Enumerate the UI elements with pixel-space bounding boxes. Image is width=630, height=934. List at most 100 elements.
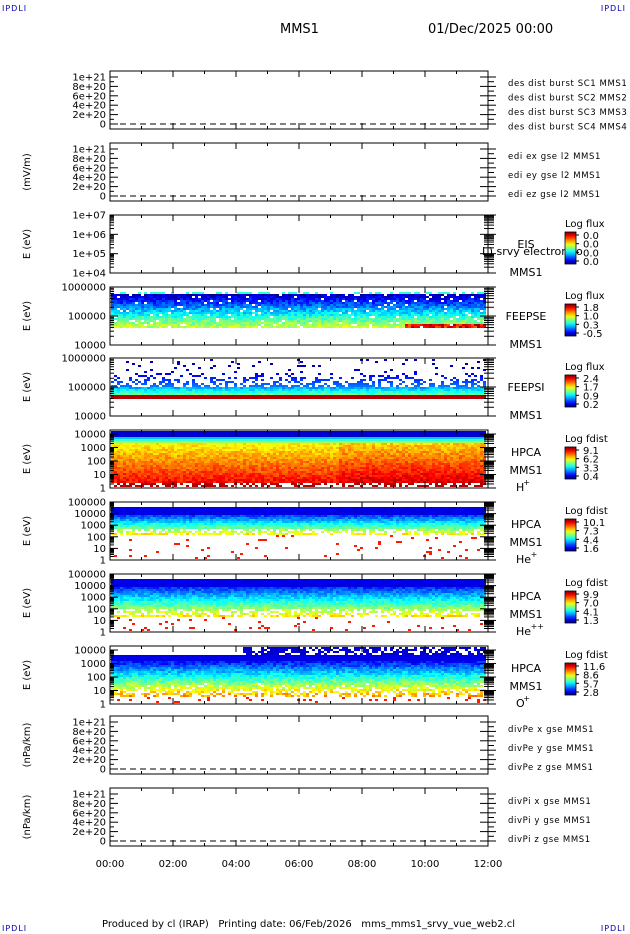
colorbar-title-feepse: Log flux <box>565 291 605 302</box>
y-tick-label-hpca_o: 100 <box>87 673 106 684</box>
colorbar-tick-label-hpca_h: 3.3 <box>583 463 599 474</box>
corner-label-top-left: IPDLI <box>2 4 28 13</box>
legend-entry-des: des dist burst SC2 MMS2 <box>508 94 627 104</box>
y-tick-label-hpca_o: 1 <box>100 700 106 711</box>
panel-frame-divpi <box>109 787 489 847</box>
y-tick-label-divpe: 0 <box>100 765 106 776</box>
y-tick-label-hpca_h: 10000 <box>74 430 106 441</box>
y-tick-label-divpe: 4e+20 <box>72 746 106 757</box>
species-charge-hpca_he: + <box>531 550 538 559</box>
species-label-hpca_hepp: He <box>516 625 531 638</box>
legend-entry-divpi: divPi x gse MMS1 <box>508 797 591 807</box>
y-tick-label-eis: 1e+07 <box>72 211 106 222</box>
y-tick-label-eis: 1e+06 <box>72 230 106 241</box>
y-axis-label-hpca_hepp: E (eV) <box>22 588 33 618</box>
colorbar-tick-label-hpca_h: 6.2 <box>583 455 599 466</box>
y-tick-label-hpca_hepp: 10 <box>93 616 106 627</box>
legend-entry-des: des dist burst SC1 MMS1 <box>508 79 627 89</box>
y-tick-label-divpi: 2e+20 <box>72 827 106 838</box>
legend-entry-des: des dist burst SC3 MMS3 <box>508 108 627 118</box>
colorbar-tick-label-hpca_o: 11.6 <box>583 662 605 673</box>
legend-entry-edi: edi ey gse l2 MMS1 <box>508 171 601 181</box>
colorbar-tick-label-hpca_hepp: 9.9 <box>583 590 599 601</box>
y-tick-label-hpca_he: 1000 <box>81 521 106 532</box>
colorbar-title-hpca_o: Log fdist <box>565 650 608 661</box>
y-axis-label-feepsi: E (eV) <box>22 372 33 402</box>
y-tick-label-feepse: 1000000 <box>61 283 106 294</box>
instrument-label-feepsi: FEEPSI <box>507 381 544 394</box>
spacecraft-label-feepsi: MMS1 <box>510 409 543 422</box>
y-tick-label-feepse: 10000 <box>74 341 106 352</box>
colorbar-tick-label-hpca_o: 2.8 <box>583 688 599 699</box>
colorbar-tick-label-hpca_hepp: 7.0 <box>583 599 599 610</box>
y-tick-label-divpi: 6e+20 <box>72 808 106 819</box>
colorbar-tick-label-hpca_hepp: 1.3 <box>583 616 599 627</box>
y-axis-label-hpca_o: E (eV) <box>22 660 33 690</box>
y-tick-label-des: 4e+20 <box>72 101 106 112</box>
colorbar-feepsi <box>564 374 577 408</box>
corner-label-bottom-right: IPDLI <box>600 924 626 933</box>
spacecraft-label-hpca_hepp: MMS1 <box>510 608 543 621</box>
instrument-label-hpca_o: HPCA <box>511 662 542 675</box>
colorbar-title-hpca_he: Log fdist <box>565 506 608 517</box>
y-tick-label-des: 2e+20 <box>72 110 106 121</box>
colorbar-title-feepsi: Log flux <box>565 362 605 373</box>
y-tick-label-eis: 1e+05 <box>72 249 106 260</box>
x-tick-label: 10:00 <box>411 859 440 870</box>
y-tick-label-des: 1e+21 <box>72 73 106 84</box>
y-axis-label-divpe: (nPa/km) <box>22 723 33 768</box>
panel-frame-des <box>109 70 489 130</box>
x-tick-label: 00:00 <box>96 859 125 870</box>
spectrogram-feepsi <box>111 359 486 399</box>
colorbar-tick-label-feepsi: 0.9 <box>583 391 599 402</box>
y-tick-label-divpe: 6e+20 <box>72 736 106 747</box>
colorbar-tick-label-hpca_h: 0.4 <box>583 472 599 483</box>
spectrogram-hpca_h <box>111 431 486 487</box>
y-tick-label-divpe: 1e+21 <box>72 718 106 729</box>
legend-entry-divpi: divPi y gse MMS1 <box>508 816 591 826</box>
corner-label-bottom-left: IPDLI <box>2 924 28 933</box>
colorbar-hpca_hepp <box>564 590 577 624</box>
colorbar-hpca_o <box>564 662 577 696</box>
y-tick-label-divpe: 8e+20 <box>72 727 106 738</box>
colorbar-title-hpca_hepp: Log fdist <box>565 578 608 589</box>
species-charge-hpca_h: + <box>523 478 530 487</box>
instrument-label-hpca_hepp: HPCA <box>511 590 542 603</box>
colorbar-tick-label-hpca_he: 1.6 <box>583 544 599 555</box>
y-axis-label-eis: E (eV) <box>22 229 33 259</box>
colorbar-tick-label-feepse: -0.5 <box>583 329 603 340</box>
y-tick-label-feepsi: 10000 <box>74 412 106 423</box>
y-tick-label-hpca_h: 100 <box>87 457 106 468</box>
colorbar-tick-label-feepsi: 2.4 <box>583 374 599 385</box>
spacecraft-label-hpca_he: MMS1 <box>510 536 543 549</box>
y-tick-label-edi: 4e+20 <box>72 173 106 184</box>
y-tick-label-hpca_he: 100 <box>87 532 106 543</box>
y-tick-label-hpca_hepp: 100000 <box>68 570 106 581</box>
y-tick-label-hpca_hepp: 1000 <box>81 593 106 604</box>
colorbar-tick-label-hpca_he: 4.4 <box>583 535 599 546</box>
legend-entry-divpe: divPe x gse MMS1 <box>508 725 594 735</box>
y-tick-label-hpca_h: 1 <box>100 484 106 495</box>
x-tick-label: 08:00 <box>348 859 377 870</box>
y-tick-label-hpca_hepp: 1 <box>100 628 106 639</box>
panel-frame-eis <box>109 214 489 274</box>
colorbar-eis <box>564 231 577 265</box>
y-tick-label-hpca_o: 1000 <box>81 659 106 670</box>
colorbar-title-eis: Log flux <box>565 219 605 230</box>
y-tick-label-edi: 2e+20 <box>72 182 106 193</box>
overlay-label-eis: I ) srvy electron to <box>482 245 583 258</box>
colorbar-tick-label-hpca_o: 8.6 <box>583 671 599 682</box>
colorbar-tick-label-hpca_he: 7.3 <box>583 527 599 538</box>
y-tick-label-hpca_o: 10 <box>93 686 106 697</box>
colorbar-title-hpca_h: Log fdist <box>565 434 608 445</box>
y-tick-label-eis: 1e+04 <box>72 269 106 280</box>
spectrogram-hpca_o <box>111 647 486 703</box>
y-tick-label-hpca_hepp: 10000 <box>74 581 106 592</box>
y-tick-label-edi: 1e+21 <box>72 145 106 156</box>
species-label-hpca_h: H <box>516 481 524 494</box>
instrument-label-hpca_h: HPCA <box>511 446 542 459</box>
colorbar-feepse <box>564 303 577 337</box>
y-tick-label-divpe: 2e+20 <box>72 755 106 766</box>
y-axis-label-divpi: (nPa/km) <box>22 795 33 840</box>
